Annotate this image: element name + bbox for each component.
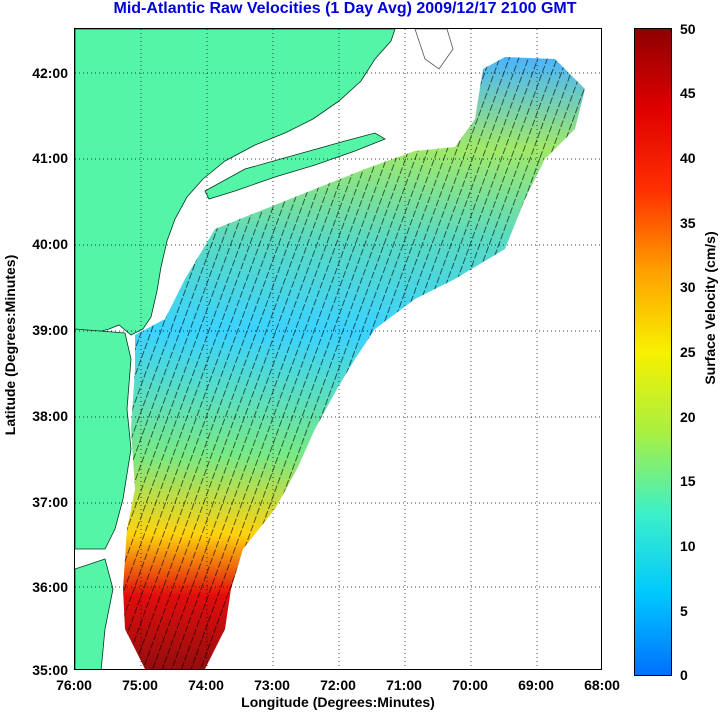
land-carolina [75, 558, 114, 669]
colorbar-tick-label: 20 [680, 409, 696, 425]
lat-tick-label: 39:00 [32, 322, 68, 338]
map-plot-area[interactable] [74, 28, 602, 670]
colorbar-tick-label: 45 [680, 85, 696, 101]
colorbar-tick-label: 15 [680, 473, 696, 489]
velocity-vectors [123, 57, 585, 669]
lat-tick-label: 37:00 [32, 494, 68, 510]
land-northeast [75, 29, 396, 336]
colorbar-tick-label: 0 [680, 667, 688, 683]
lat-tick-label: 35:00 [32, 662, 68, 678]
colorbar-tick-label: 10 [680, 538, 696, 554]
x-axis-label: Longitude (Degrees:Minutes) [241, 694, 435, 710]
colorbar-tick-label: 35 [680, 215, 696, 231]
lon-tick-label: 68:00 [584, 677, 620, 693]
lon-tick-label: 72:00 [320, 677, 356, 693]
grid-lines [75, 29, 601, 669]
colorbar-tick-label: 50 [680, 21, 696, 37]
lon-tick-label: 76:00 [56, 677, 92, 693]
colorbar-tick-label: 5 [680, 603, 688, 619]
lat-tick-label: 36:00 [32, 579, 68, 595]
lon-tick-label: 71:00 [386, 677, 422, 693]
colorbar [634, 28, 672, 676]
lat-tick-label: 40:00 [32, 236, 68, 252]
lat-tick-label: 38:00 [32, 408, 68, 424]
lon-tick-label: 70:00 [452, 677, 488, 693]
y-axis-label: Latitude (Degrees:Minutes) [2, 254, 18, 436]
lat-tick-label: 42:00 [32, 65, 68, 81]
colorbar-tick-label: 30 [680, 279, 696, 295]
lon-tick-label: 73:00 [254, 677, 290, 693]
colorbar-tick-label: 40 [680, 150, 696, 166]
land-cape-cod [414, 29, 454, 70]
land-long-island [204, 132, 386, 200]
colorbar-tick-label: 25 [680, 344, 696, 360]
lon-tick-label: 75:00 [122, 677, 158, 693]
map-canvas [75, 29, 601, 669]
colorbar-label: Surface Velocity (cm/s) [702, 231, 718, 385]
lon-tick-label: 69:00 [518, 677, 554, 693]
land-delmarva [75, 328, 132, 550]
lat-tick-label: 41:00 [32, 150, 68, 166]
map-title: Mid-Atlantic Raw Velocities (1 Day Avg) … [113, 0, 577, 17]
lon-tick-label: 74:00 [188, 677, 224, 693]
